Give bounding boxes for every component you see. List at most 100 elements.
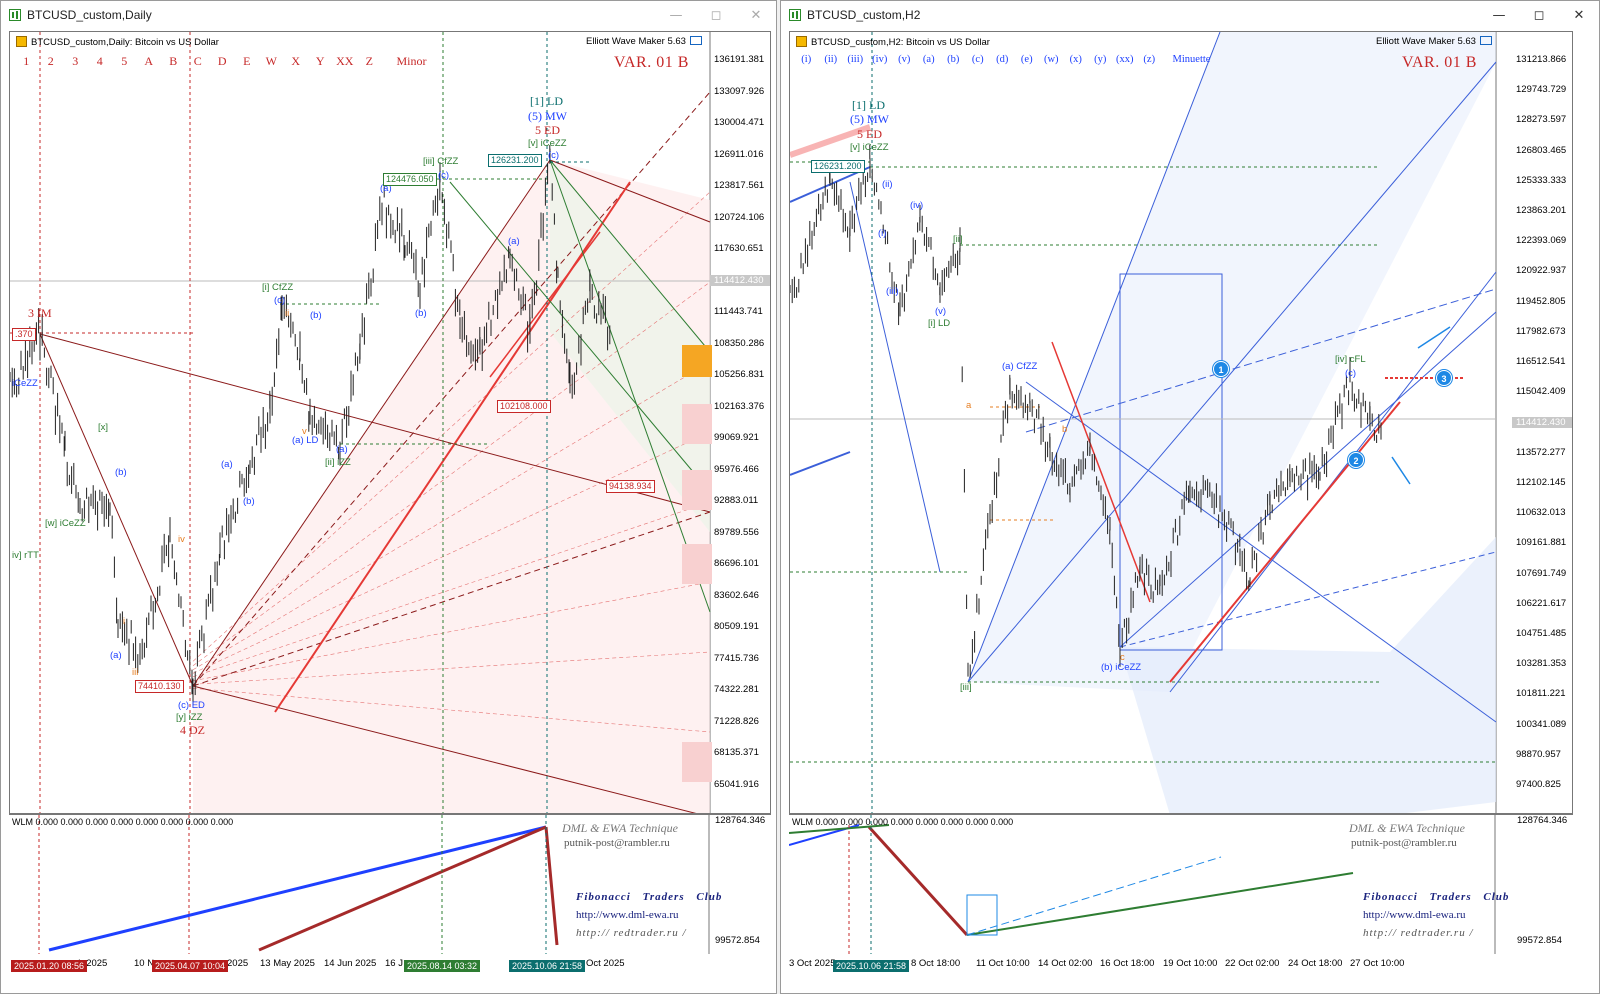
wave-label[interactable]: c — [1120, 652, 1125, 663]
wave-label[interactable]: (c) ED — [178, 700, 205, 711]
wave-label[interactable]: iCeZZ — [12, 378, 38, 389]
chart-window-h2[interactable]: BTCUSD_custom,H2 — ◻ ✕ BTCUSD_custom,H2:… — [780, 0, 1600, 994]
wave-label[interactable]: (a) — [336, 444, 348, 455]
maximize-button[interactable]: ◻ — [1533, 7, 1545, 23]
indicator-pane[interactable]: WLM 0.000 0.000 0.000 0.000 0.000 0.000 … — [9, 814, 771, 954]
wave-label[interactable]: [iii] — [960, 682, 972, 693]
wave-label[interactable]: (c) — [274, 295, 286, 306]
wave-level-15[interactable]: Minuette — [1172, 54, 1211, 65]
wave-level-bar[interactable]: (i) (ii) (iii) (iv) (v) (a) (b) (c) (d) (e) (w) (x)… — [794, 54, 1222, 65]
wave-level-11[interactable]: (x) — [1069, 54, 1082, 65]
wave-level-3[interactable]: (iv) — [872, 54, 888, 65]
wave-level-13[interactable]: (xx) — [1116, 54, 1134, 65]
time-axis[interactable]: eb 2025 10 N 2025 13 May 2025 14 Jun 202… — [9, 956, 771, 974]
minimize-button[interactable]: — — [1492, 7, 1506, 23]
wave-label[interactable]: 5 ED — [535, 123, 560, 137]
wave-label[interactable]: a — [966, 400, 972, 411]
wave-label[interactable]: (a) — [380, 183, 392, 194]
wave-level-0[interactable]: 1 — [23, 54, 30, 68]
wave-label[interactable]: (a) CfZZ — [1002, 361, 1038, 372]
wave-label[interactable]: ii — [285, 308, 290, 319]
wave-level-5[interactable]: (a) — [922, 54, 935, 65]
wave-label[interactable]: 5 ED — [857, 127, 882, 141]
price-label-box[interactable]: 102108.000 — [497, 400, 551, 413]
numbered-marker[interactable]: 1 — [1213, 361, 1229, 377]
wave-label[interactable]: (b) — [415, 308, 427, 319]
credit-url[interactable]: http://www.dml-ewa.ru — [1363, 909, 1466, 921]
wave-level-9[interactable]: E — [243, 54, 251, 68]
wave-label[interactable]: [1] LD — [530, 94, 563, 108]
wave-level-7[interactable]: C — [193, 54, 202, 68]
wave-label[interactable]: (b) — [310, 310, 322, 321]
wave-level-3[interactable]: 4 — [96, 54, 103, 68]
wave-level-14[interactable]: Z — [365, 54, 373, 68]
price-label-box[interactable]: 124476.050 — [383, 173, 437, 186]
wave-label[interactable]: [v] iCeZZ — [850, 142, 889, 153]
wave-level-12[interactable]: Y — [315, 54, 325, 68]
indicator-pane[interactable]: WLM 0.000 0.000 0.000 0.000 0.000 0.000 … — [789, 814, 1573, 954]
wave-level-6[interactable]: B — [169, 54, 178, 68]
close-button[interactable]: ✕ — [1573, 7, 1585, 23]
wave-label[interactable]: [ii] iZZ — [325, 457, 351, 468]
maximize-button[interactable]: ◻ — [710, 7, 722, 23]
wave-label[interactable]: (a) — [110, 650, 122, 661]
wave-level-10[interactable]: W — [265, 54, 277, 68]
wave-level-11[interactable]: X — [291, 54, 301, 68]
close-button[interactable]: ✕ — [750, 7, 762, 23]
wave-label[interactable]: [y] iZZ — [176, 712, 203, 723]
wave-level-4[interactable]: (v) — [898, 54, 911, 65]
wave-label[interactable]: [ii] — [953, 234, 963, 245]
wave-label[interactable]: [i] CfZZ — [262, 282, 294, 293]
wave-label[interactable]: [iii] CfZZ — [423, 156, 459, 167]
wave-label[interactable]: [v] iCeZZ — [528, 138, 567, 149]
wave-label[interactable]: [i] LD — [928, 318, 951, 329]
numbered-marker[interactable]: 3 — [1436, 370, 1452, 386]
wave-label[interactable]: (5) MW — [850, 112, 889, 126]
wave-level-4[interactable]: 5 — [121, 54, 128, 68]
main-chart-pane[interactable]: BTCUSD_custom,Daily: Bitcoin vs US Dolla… — [9, 31, 771, 814]
minimize-button[interactable]: — — [669, 7, 683, 23]
wave-label[interactable]: 3 IM — [28, 306, 52, 320]
wave-level-7[interactable]: (c) — [971, 54, 984, 65]
credit-url2[interactable]: http:// redtrader.ru / — [1363, 927, 1474, 939]
wave-label[interactable]: (b) iCeZZ — [1101, 662, 1142, 673]
wave-label[interactable]: (ii) — [882, 179, 893, 190]
wave-level-1[interactable]: 2 — [47, 54, 54, 68]
wave-level-13[interactable]: XX — [336, 54, 354, 68]
price-label-box[interactable]: 74410.130 — [135, 680, 184, 693]
credit-url2[interactable]: http:// redtrader.ru / — [576, 927, 687, 939]
credit-url[interactable]: http://www.dml-ewa.ru — [576, 909, 679, 921]
window-titlebar[interactable]: BTCUSD_custom,H2 — ◻ ✕ — [781, 1, 1599, 29]
wave-level-10[interactable]: (w) — [1043, 54, 1059, 65]
wave-label[interactable]: (c) — [1345, 368, 1357, 379]
wave-label[interactable]: (b) — [243, 496, 255, 507]
wave-label[interactable]: (a) — [508, 236, 520, 247]
wave-level-2[interactable]: (iii) — [847, 54, 864, 65]
wave-level-12[interactable]: (y) — [1094, 54, 1107, 65]
wave-level-9[interactable]: (e) — [1020, 54, 1033, 65]
wave-level-2[interactable]: 3 — [72, 54, 79, 68]
price-label-box[interactable]: 94138.934 — [606, 480, 655, 493]
wave-label[interactable]: v — [302, 426, 307, 437]
wave-level-0[interactable]: (i) — [801, 54, 812, 65]
wave-label[interactable]: (c) — [548, 150, 560, 161]
wave-level-bar[interactable]: 1 2 3 4 5 A B C D E W X Y XX Z Minor — [14, 54, 442, 69]
price-label-box[interactable]: .370 — [12, 328, 36, 341]
wave-label[interactable]: (i) — [878, 228, 887, 239]
wave-label[interactable]: iv — [178, 534, 185, 545]
wave-level-14[interactable]: (z) — [1143, 54, 1156, 65]
wave-label[interactable]: b — [1062, 424, 1068, 435]
wave-label[interactable]: 4 DZ — [180, 723, 205, 737]
numbered-marker[interactable]: 2 — [1348, 452, 1364, 468]
wave-label[interactable]: [x] — [98, 422, 109, 433]
wave-label[interactable]: [1] LD — [852, 98, 885, 112]
window-titlebar[interactable]: BTCUSD_custom,Daily — ◻ ✕ — [1, 1, 776, 29]
price-label-box[interactable]: 126231.200 — [811, 160, 865, 173]
wave-level-5[interactable]: A — [144, 54, 154, 68]
wave-label[interactable]: iv] rTT — [12, 550, 39, 561]
chart-window-daily[interactable]: BTCUSD_custom,Daily — ◻ ✕ BTCUSD_custom,… — [0, 0, 777, 994]
wave-label[interactable]: (a) LD — [292, 435, 319, 446]
wave-label[interactable]: (iii) — [886, 286, 899, 297]
wave-level-1[interactable]: (ii) — [824, 54, 838, 65]
wave-label[interactable]: i — [123, 616, 126, 627]
